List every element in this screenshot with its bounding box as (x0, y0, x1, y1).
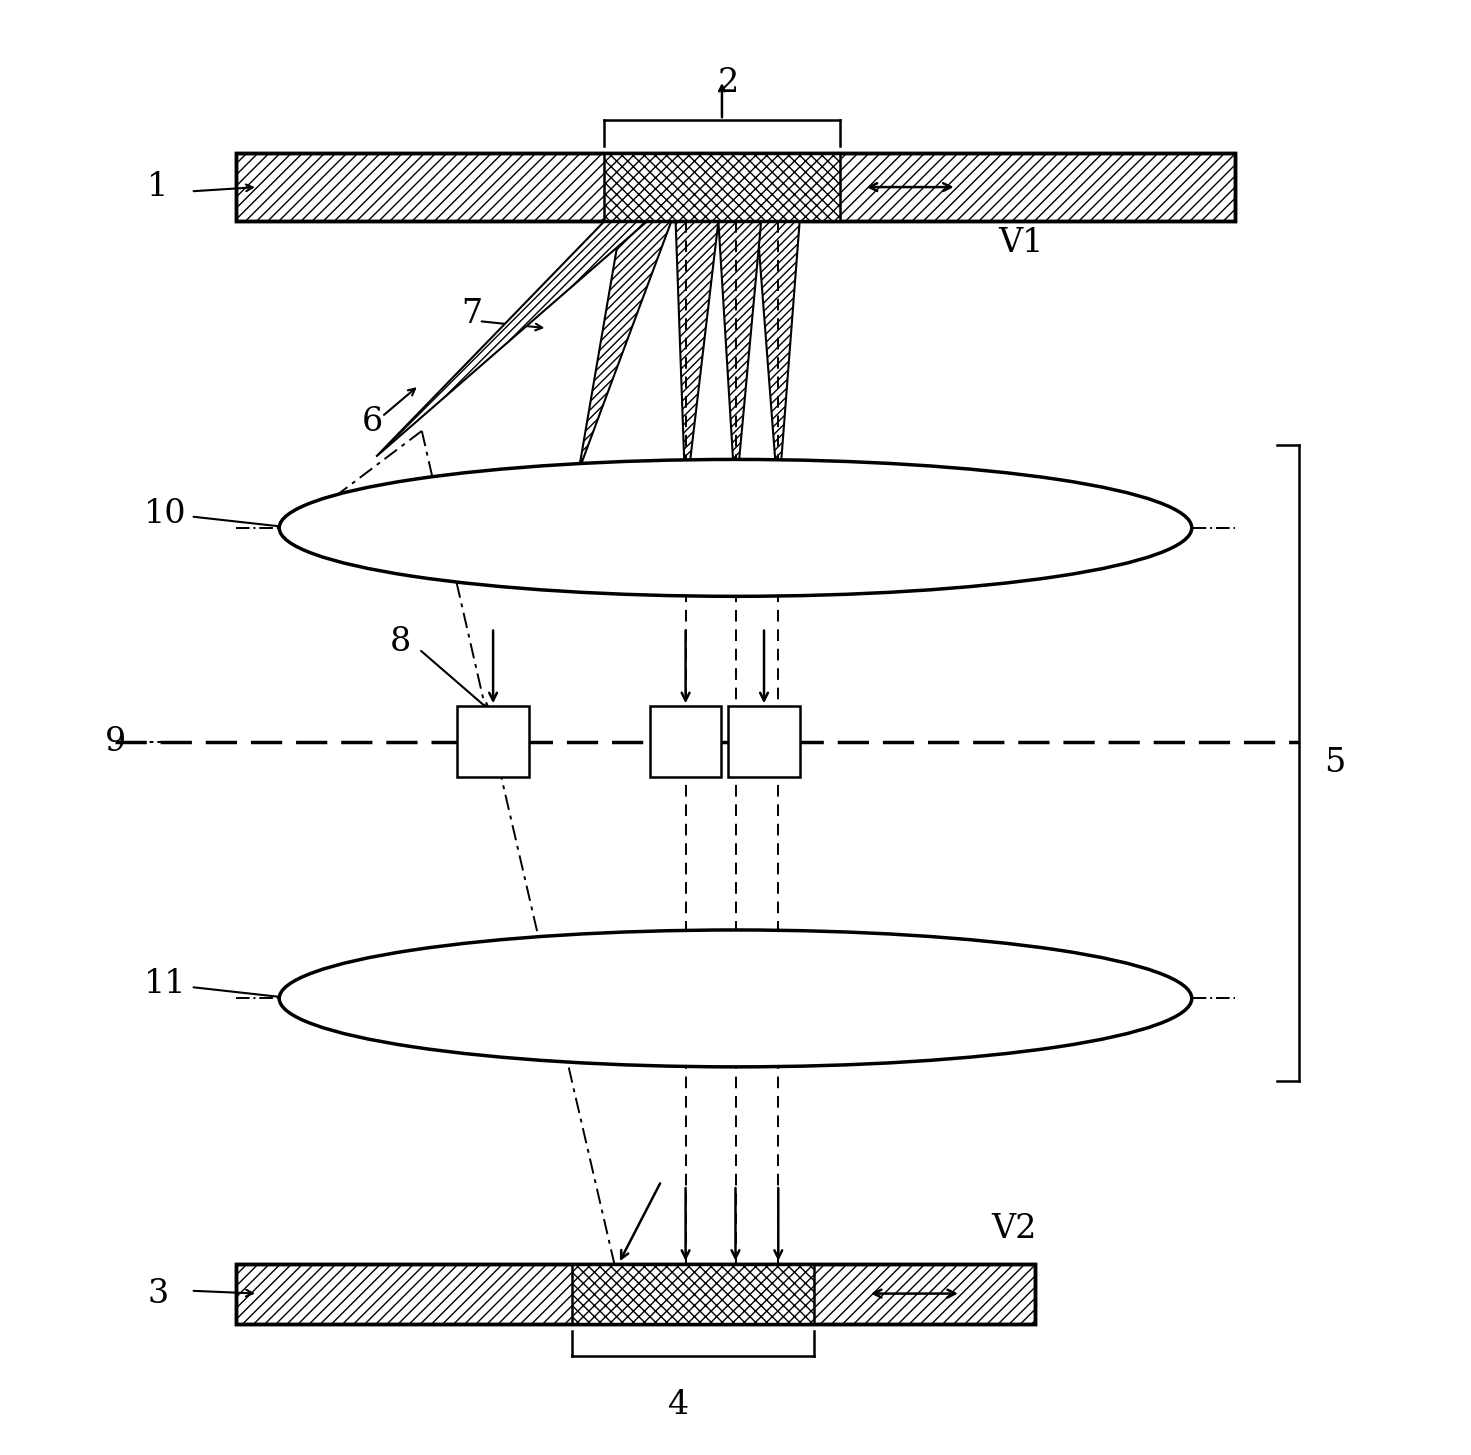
Bar (237, 1263, 1036, 1324)
Polygon shape (578, 221, 671, 471)
Bar (572, 1263, 813, 1324)
Bar (237, 153, 1234, 221)
Bar (605, 153, 840, 221)
Text: 1: 1 (147, 172, 169, 204)
Text: 10: 10 (144, 498, 187, 530)
Ellipse shape (279, 460, 1192, 597)
Bar (457, 706, 528, 777)
Bar (237, 153, 1234, 221)
Bar (650, 706, 721, 777)
Ellipse shape (279, 930, 1192, 1067)
Bar (728, 706, 800, 777)
Bar (237, 1263, 1036, 1324)
Bar (237, 1263, 1036, 1324)
Text: 7: 7 (460, 298, 482, 330)
Polygon shape (718, 221, 761, 499)
Text: 11: 11 (144, 968, 187, 1000)
Bar (605, 153, 840, 221)
Text: 5: 5 (1324, 748, 1344, 778)
Bar (237, 1263, 1036, 1324)
Text: V2: V2 (991, 1213, 1036, 1245)
Text: 8: 8 (390, 626, 410, 658)
Text: 4: 4 (668, 1390, 688, 1420)
Bar (237, 153, 1234, 221)
Polygon shape (758, 221, 800, 499)
Bar (237, 153, 1234, 221)
Text: 6: 6 (362, 406, 382, 438)
Text: 2: 2 (718, 67, 738, 99)
Text: V1: V1 (997, 227, 1043, 259)
Text: 3: 3 (147, 1277, 169, 1310)
Polygon shape (675, 221, 718, 499)
Text: 9: 9 (104, 726, 127, 758)
Bar (572, 1263, 813, 1324)
Polygon shape (377, 221, 647, 457)
